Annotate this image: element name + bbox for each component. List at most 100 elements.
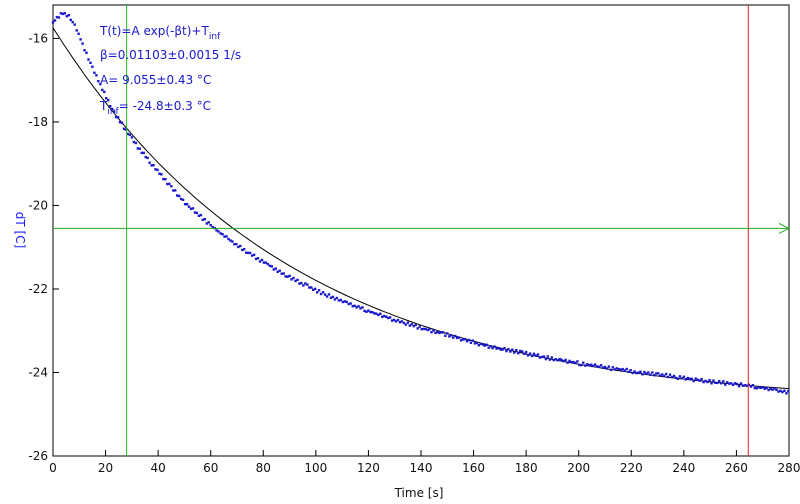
data-point (321, 291, 325, 294)
data-point (637, 371, 640, 374)
data-point (716, 381, 719, 385)
data-point (306, 283, 309, 286)
data-point (81, 42, 84, 45)
data-point (103, 90, 106, 94)
data-point (698, 379, 701, 382)
data-point (542, 355, 546, 358)
data-point (785, 392, 788, 395)
data-point (379, 312, 382, 315)
data-point (519, 349, 522, 353)
data-point (459, 339, 463, 342)
data-point (392, 318, 396, 322)
data-point (124, 128, 128, 131)
data-point (112, 110, 116, 113)
data-point (150, 164, 153, 167)
data-point (448, 335, 451, 338)
data-point (461, 338, 465, 341)
data-point (735, 382, 739, 386)
data-point (629, 369, 632, 372)
y-tick-label: -16 (28, 31, 48, 45)
data-point (57, 16, 61, 19)
data-point (268, 264, 272, 267)
data-point (726, 381, 729, 384)
data-point (120, 121, 124, 125)
data-point (353, 304, 356, 307)
data-point (170, 185, 173, 188)
data-point (367, 309, 370, 312)
data-points (51, 12, 790, 395)
y-tick-label: -20 (28, 198, 48, 212)
data-point (515, 349, 518, 352)
data-point (554, 358, 557, 361)
data-point (755, 387, 758, 390)
data-point (294, 279, 297, 283)
data-point (152, 164, 155, 167)
data-point (79, 38, 82, 41)
data-point (93, 71, 96, 74)
data-point (635, 371, 638, 375)
data-point (524, 350, 528, 354)
data-point (166, 182, 169, 186)
data-point (77, 32, 80, 35)
data-point (706, 380, 709, 384)
data-point (114, 115, 118, 119)
data-point (619, 368, 622, 371)
data-point (491, 346, 494, 350)
data-point (609, 368, 613, 372)
data-point (406, 321, 410, 324)
data-point (775, 388, 778, 391)
data-point (743, 384, 747, 387)
data-point (221, 232, 224, 236)
data-point (134, 141, 137, 145)
data-point (783, 389, 786, 392)
data-point (310, 286, 313, 289)
data-point (655, 372, 658, 375)
x-tick-label: 140 (410, 461, 433, 475)
fit-beta: β=0.01103±0.0015 1/s (100, 48, 241, 62)
data-point (410, 323, 413, 326)
data-point (623, 369, 626, 372)
data-point (686, 376, 689, 380)
data-point (59, 12, 63, 15)
x-tick-label: 180 (515, 461, 538, 475)
data-point (544, 357, 548, 361)
data-point (647, 371, 650, 374)
data-point (400, 320, 404, 323)
y-tick-label: -26 (28, 449, 48, 463)
data-point (296, 278, 299, 282)
data-point (339, 298, 342, 302)
data-point (351, 305, 354, 308)
data-point (357, 305, 360, 308)
fit-curve (52, 27, 790, 390)
data-point (556, 359, 559, 362)
data-point (396, 318, 400, 322)
data-point (582, 361, 585, 364)
data-point (300, 281, 303, 285)
data-point (574, 361, 577, 365)
x-axis-label: Time [s] (394, 486, 444, 500)
plot-area-frame (52, 4, 790, 457)
data-point (245, 251, 248, 254)
data-point (239, 244, 242, 248)
data-point (481, 343, 484, 346)
data-point (601, 366, 605, 369)
data-point (243, 248, 246, 251)
data-point (682, 375, 686, 378)
data-point (463, 337, 467, 341)
data-point (168, 182, 171, 186)
data-point (107, 98, 110, 102)
data-point (710, 382, 713, 385)
data-point (757, 386, 760, 389)
data-point (708, 379, 711, 382)
data-point (578, 363, 581, 367)
data-point (769, 387, 772, 390)
data-point (264, 261, 268, 264)
data-point (347, 302, 350, 306)
data-point (390, 319, 394, 322)
data-point (477, 344, 480, 347)
data-point (694, 377, 697, 380)
data-point (503, 347, 506, 350)
data-point (99, 82, 102, 86)
data-point (670, 376, 674, 379)
data-point (666, 375, 670, 379)
